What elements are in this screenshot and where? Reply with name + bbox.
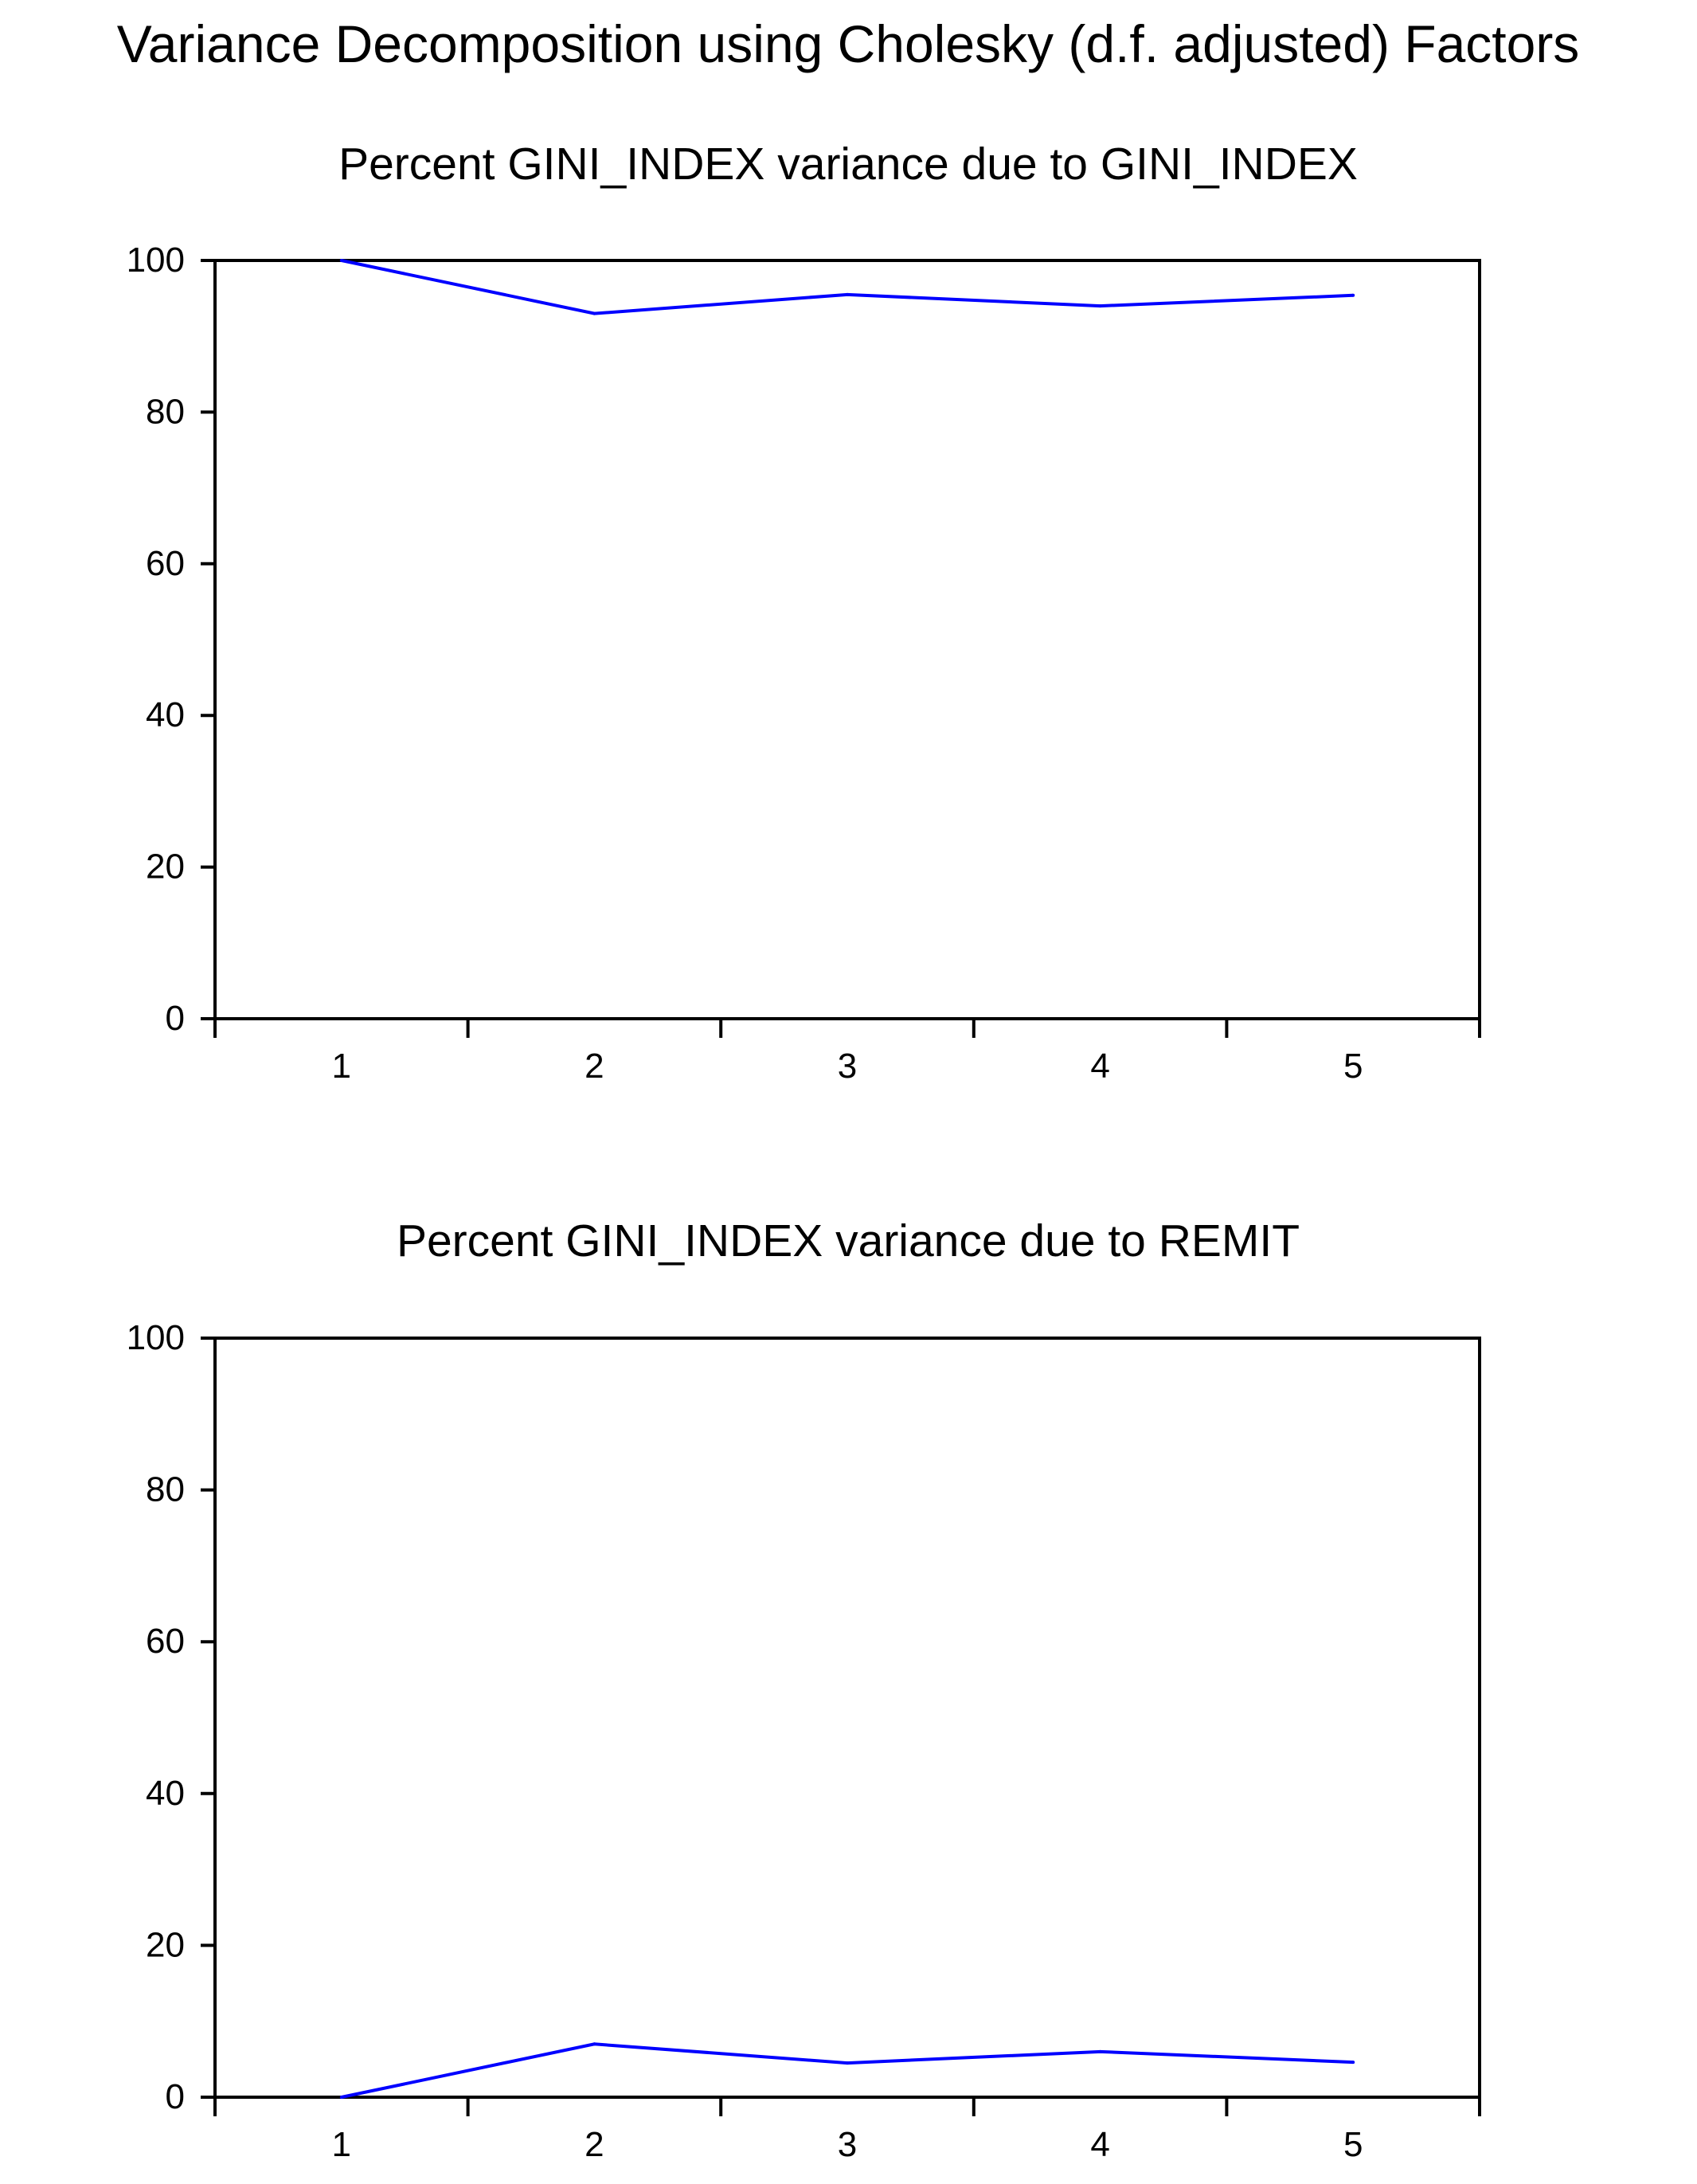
x-tick-label: 3 — [838, 2125, 857, 2164]
plot-area: 0 20 40 60 80 100 1 2 3 4 5 — [127, 1318, 1481, 2164]
y-tick-label: 20 — [146, 847, 185, 887]
y-tick-label: 40 — [146, 1774, 185, 1813]
y-tick-label: 20 — [146, 1925, 185, 1964]
chart-panel-gini-index: Percent GINI_INDEX variance due to GINI_… — [127, 139, 1481, 1086]
plot-frame — [213, 1337, 1481, 2099]
x-tick-label: 2 — [585, 1047, 604, 1086]
x-tick-label: 5 — [1343, 2125, 1363, 2164]
data-point — [846, 2061, 849, 2065]
data-point — [592, 311, 596, 315]
y-tick-label: 60 — [146, 1622, 185, 1661]
y-tick-label: 100 — [127, 1318, 185, 1357]
plot-frame — [213, 259, 1481, 1020]
data-point — [1351, 293, 1355, 297]
plot-area: 0 20 40 60 80 100 1 2 3 4 5 — [127, 241, 1481, 1086]
x-tick-label: 2 — [585, 2125, 604, 2164]
y-tick-label: 80 — [146, 1470, 185, 1509]
figure-title: Variance Decomposition using Cholesky (d… — [117, 14, 1580, 73]
y-tick-label: 0 — [166, 2077, 185, 2116]
panel-title: Percent GINI_INDEX variance due to GINI_… — [338, 139, 1358, 190]
chart-panel-remit: Percent GINI_INDEX variance due to REMIT… — [127, 1215, 1481, 2164]
x-tick-label: 3 — [838, 1047, 857, 1086]
data-point — [846, 292, 849, 296]
data-point — [1098, 304, 1102, 308]
x-tick-label: 4 — [1090, 1047, 1109, 1086]
y-tick-label: 0 — [166, 999, 185, 1038]
y-tick-label: 40 — [146, 695, 185, 734]
y-tick-label: 60 — [146, 544, 185, 583]
data-point — [339, 259, 343, 262]
panel-title: Percent GINI_INDEX variance due to REMIT — [397, 1215, 1300, 1266]
y-tick-label: 80 — [146, 392, 185, 431]
data-point — [1098, 2049, 1102, 2053]
x-tick-label: 5 — [1343, 1047, 1363, 1086]
data-point — [592, 2042, 596, 2046]
data-point — [339, 2096, 343, 2099]
x-tick-label: 1 — [332, 2125, 351, 2164]
data-point — [1351, 2061, 1355, 2065]
x-tick-label: 4 — [1090, 2125, 1109, 2164]
x-tick-label: 1 — [332, 1047, 351, 1086]
y-tick-label: 100 — [127, 241, 185, 280]
